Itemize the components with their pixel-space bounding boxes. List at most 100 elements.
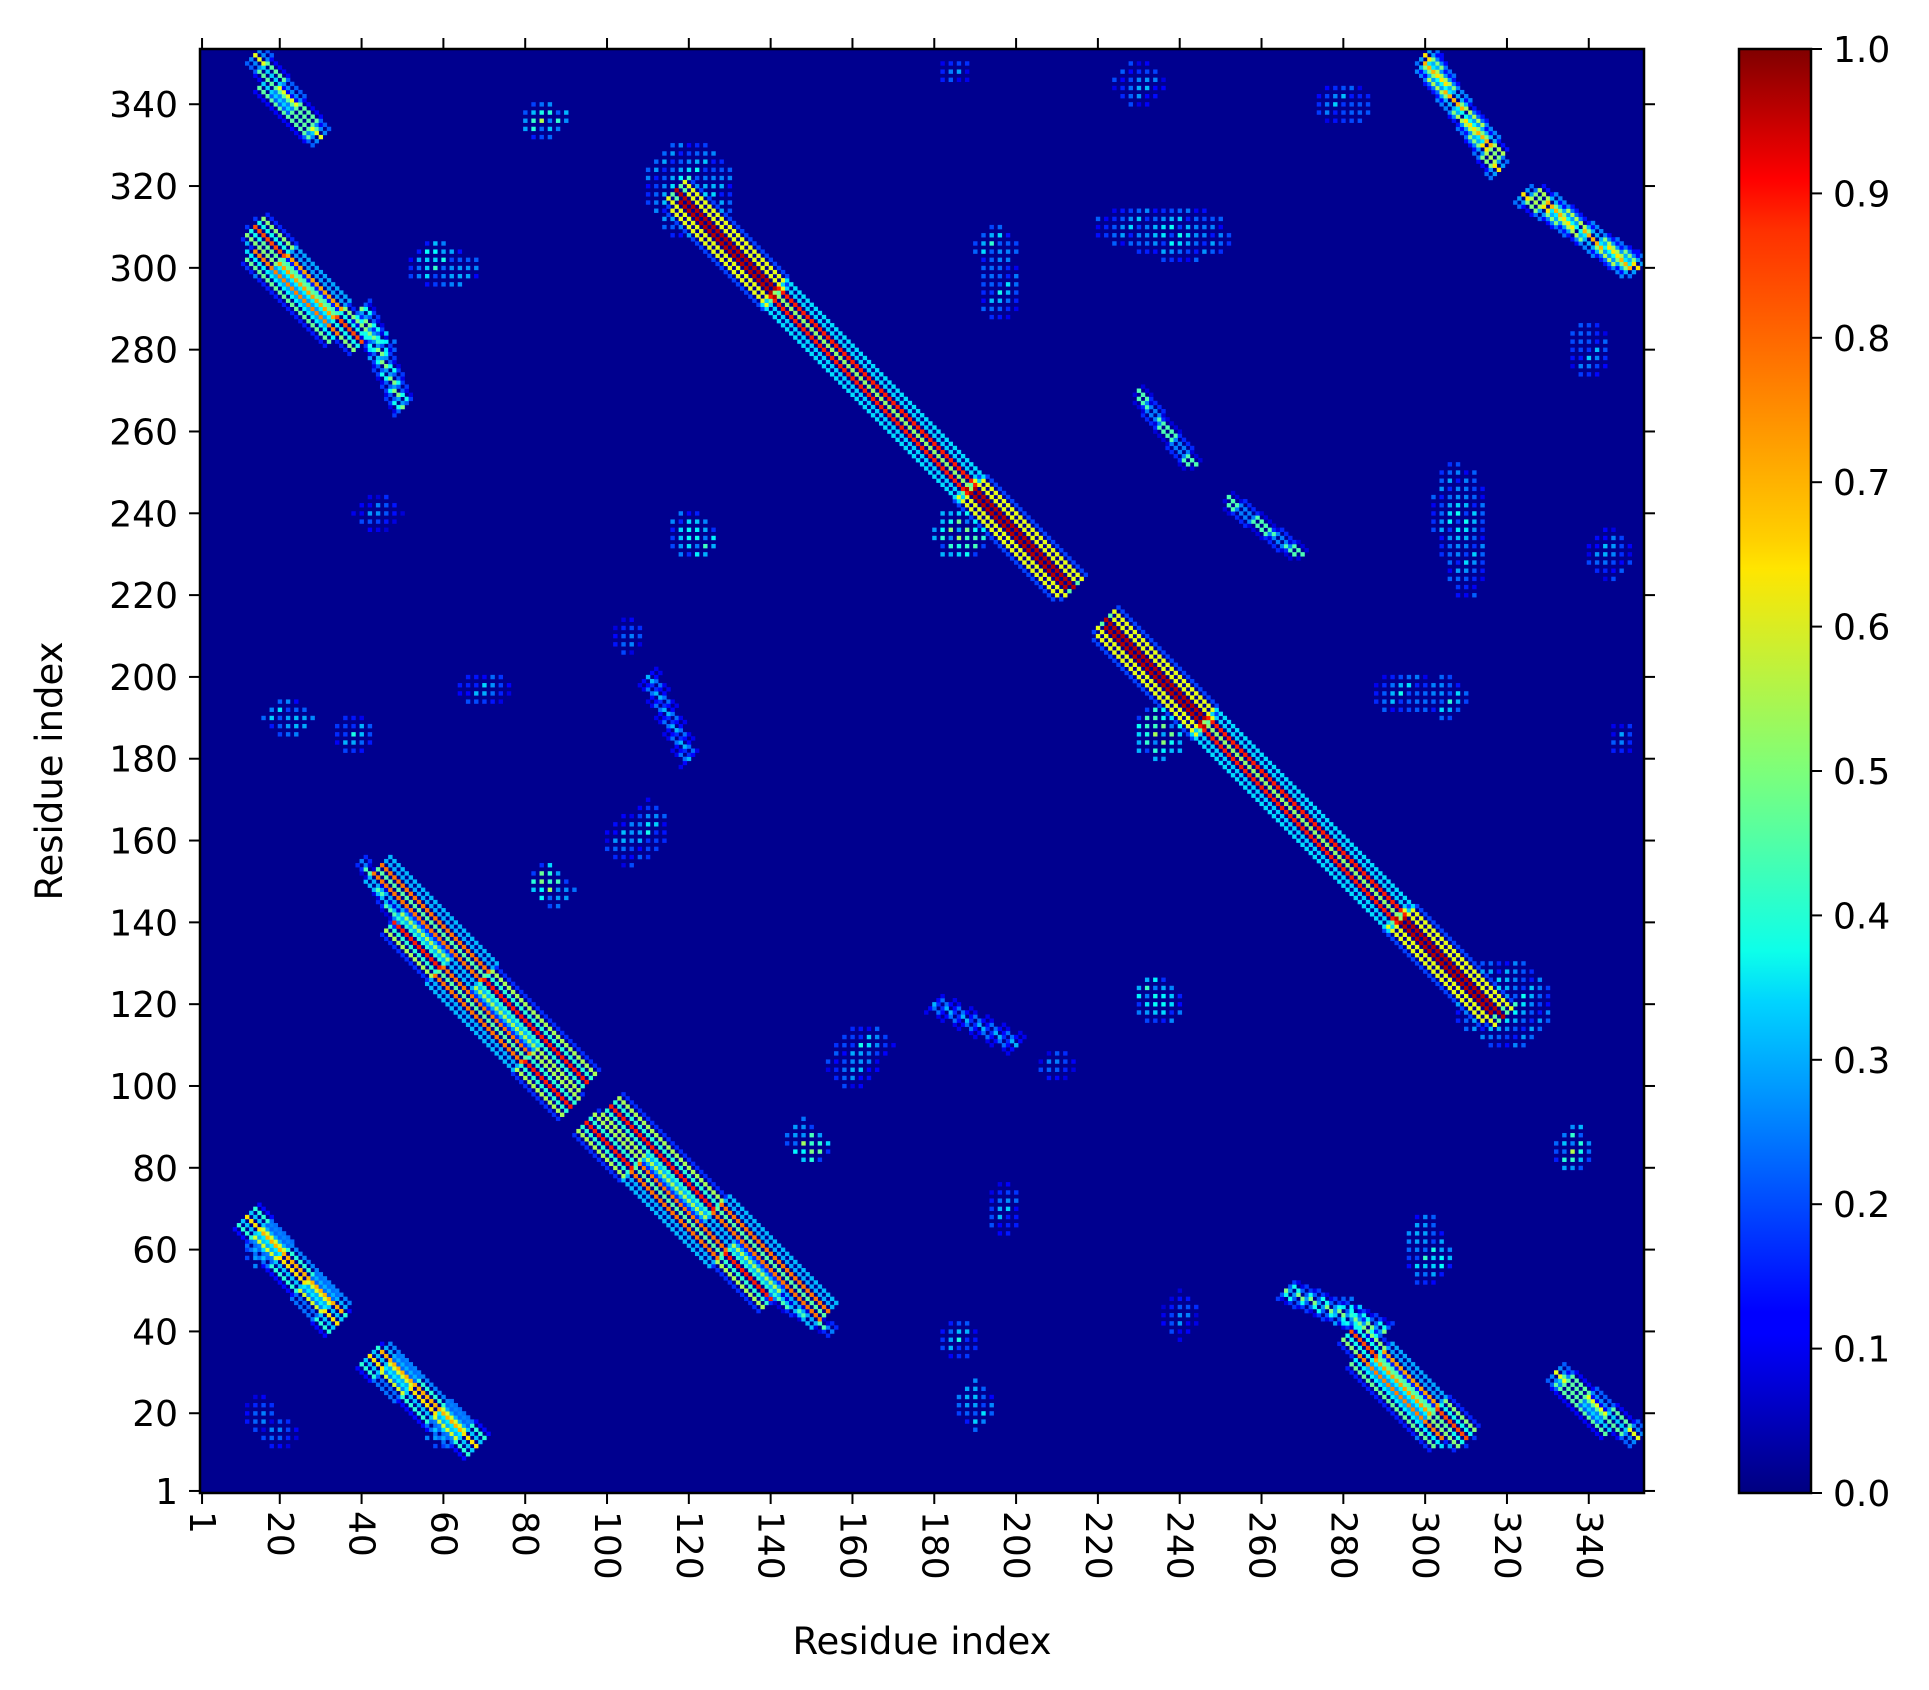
heatmap-cell	[1615, 1419, 1620, 1424]
heatmap-cell	[1177, 1010, 1183, 1015]
heatmap-cell	[502, 1014, 508, 1019]
heatmap-cell	[1570, 1398, 1575, 1404]
heatmap-cell	[862, 372, 868, 377]
heatmap-cell	[805, 331, 810, 336]
heatmap-cell	[1296, 1304, 1301, 1310]
heatmap-cell	[1288, 789, 1293, 794]
heatmap-cell	[1468, 998, 1473, 1003]
heatmap-cell	[940, 519, 945, 524]
heatmap-cell	[915, 417, 921, 422]
heatmap-cell	[1243, 785, 1248, 790]
heatmap-cell	[1423, 928, 1428, 933]
heatmap-cell	[866, 400, 872, 406]
heatmap-cell	[412, 928, 418, 933]
heatmap-cell	[1365, 1370, 1371, 1375]
heatmap-cell	[433, 969, 438, 974]
heatmap-cell	[604, 1116, 610, 1122]
heatmap-cell	[531, 887, 536, 892]
heatmap-cell	[1149, 404, 1154, 410]
heatmap-cell	[547, 1108, 553, 1113]
heatmap-cell	[1365, 875, 1371, 880]
heatmap-cell	[424, 969, 430, 974]
heatmap-cell	[527, 1055, 532, 1060]
heatmap-cell	[1513, 969, 1518, 974]
heatmap-cell	[441, 965, 446, 970]
heatmap-cell	[1230, 507, 1236, 512]
heatmap-cell	[400, 404, 405, 410]
heatmap-cell	[948, 1345, 953, 1351]
heatmap-cell	[981, 519, 986, 524]
heatmap-cell	[715, 1268, 720, 1273]
heatmap-cell	[801, 1284, 806, 1289]
heatmap-cell	[658, 711, 663, 717]
heatmap-cell	[1431, 511, 1436, 516]
heatmap-cell	[547, 1018, 553, 1023]
heatmap-cell	[707, 1239, 712, 1244]
heatmap-cell	[474, 998, 479, 1003]
heatmap-cell	[1431, 1263, 1436, 1269]
heatmap-cell	[469, 1018, 475, 1023]
heatmap-cell	[686, 740, 692, 745]
heatmap-cell	[539, 863, 544, 868]
heatmap-cell	[1014, 1190, 1019, 1195]
heatmap-cell	[555, 1083, 561, 1089]
heatmap-cell	[600, 1145, 606, 1150]
heatmap-cell	[1153, 748, 1158, 753]
heatmap-cell	[510, 989, 516, 995]
heatmap-cell	[1529, 1026, 1534, 1032]
heatmap-cell	[1586, 1141, 1592, 1146]
heatmap-cell	[891, 1043, 896, 1048]
heatmap-cell	[322, 343, 328, 348]
heatmap-cell	[719, 1263, 724, 1269]
heatmap-cell	[404, 1398, 409, 1404]
heatmap-cell	[699, 1194, 704, 1199]
heatmap-cell	[1320, 1296, 1326, 1302]
heatmap-cell	[1189, 695, 1195, 700]
heatmap-cell	[1431, 920, 1436, 925]
heatmap-cell	[568, 1047, 573, 1052]
heatmap-cell	[1169, 674, 1174, 680]
heatmap-cell	[1181, 695, 1187, 700]
heatmap-cell	[723, 1276, 728, 1281]
heatmap-cell	[1169, 429, 1174, 434]
heatmap-cell	[735, 1202, 741, 1207]
heatmap-cell	[1447, 1255, 1453, 1261]
heatmap-cell	[1144, 658, 1150, 663]
heatmap-cell	[1030, 560, 1035, 565]
heatmap-cell	[658, 1198, 663, 1203]
heatmap-cell	[1398, 1366, 1403, 1371]
heatmap-cell	[1169, 1296, 1174, 1302]
heatmap-cell	[633, 1165, 638, 1171]
heatmap-cell	[1427, 1394, 1432, 1400]
heatmap-cell	[973, 1337, 978, 1342]
heatmap-cell	[1378, 1317, 1383, 1322]
heatmap-cell	[1599, 1427, 1604, 1432]
heatmap-cell	[339, 343, 344, 348]
heatmap-cell	[388, 376, 393, 381]
heatmap-cell	[1480, 560, 1485, 565]
heatmap-cell	[637, 854, 643, 860]
heatmap-cell	[682, 748, 688, 753]
heatmap-cell	[408, 944, 414, 950]
heatmap-cell	[1427, 1411, 1432, 1416]
heatmap-cell	[1222, 715, 1228, 721]
heatmap-cell	[482, 977, 487, 982]
heatmap-cell	[645, 1202, 651, 1207]
heatmap-cell	[1230, 732, 1236, 737]
heatmap-cell	[973, 1427, 978, 1432]
heatmap-cell	[1427, 948, 1432, 954]
heatmap-cell	[1423, 953, 1428, 958]
heatmap-cell	[694, 1173, 700, 1179]
heatmap-cell	[343, 1304, 348, 1310]
heatmap-cell	[1304, 805, 1309, 811]
heatmap-cell	[310, 1317, 315, 1322]
heatmap-cell	[1001, 498, 1007, 504]
heatmap-cell	[1480, 552, 1485, 557]
heatmap-cell	[715, 1206, 720, 1212]
heatmap-cell	[1239, 519, 1244, 524]
heatmap-cell	[506, 1014, 512, 1019]
heatmap-cell	[1378, 1349, 1383, 1355]
heatmap-cell	[981, 1018, 986, 1023]
heatmap-cell	[1586, 1415, 1592, 1420]
heatmap-cell	[1394, 1374, 1399, 1379]
